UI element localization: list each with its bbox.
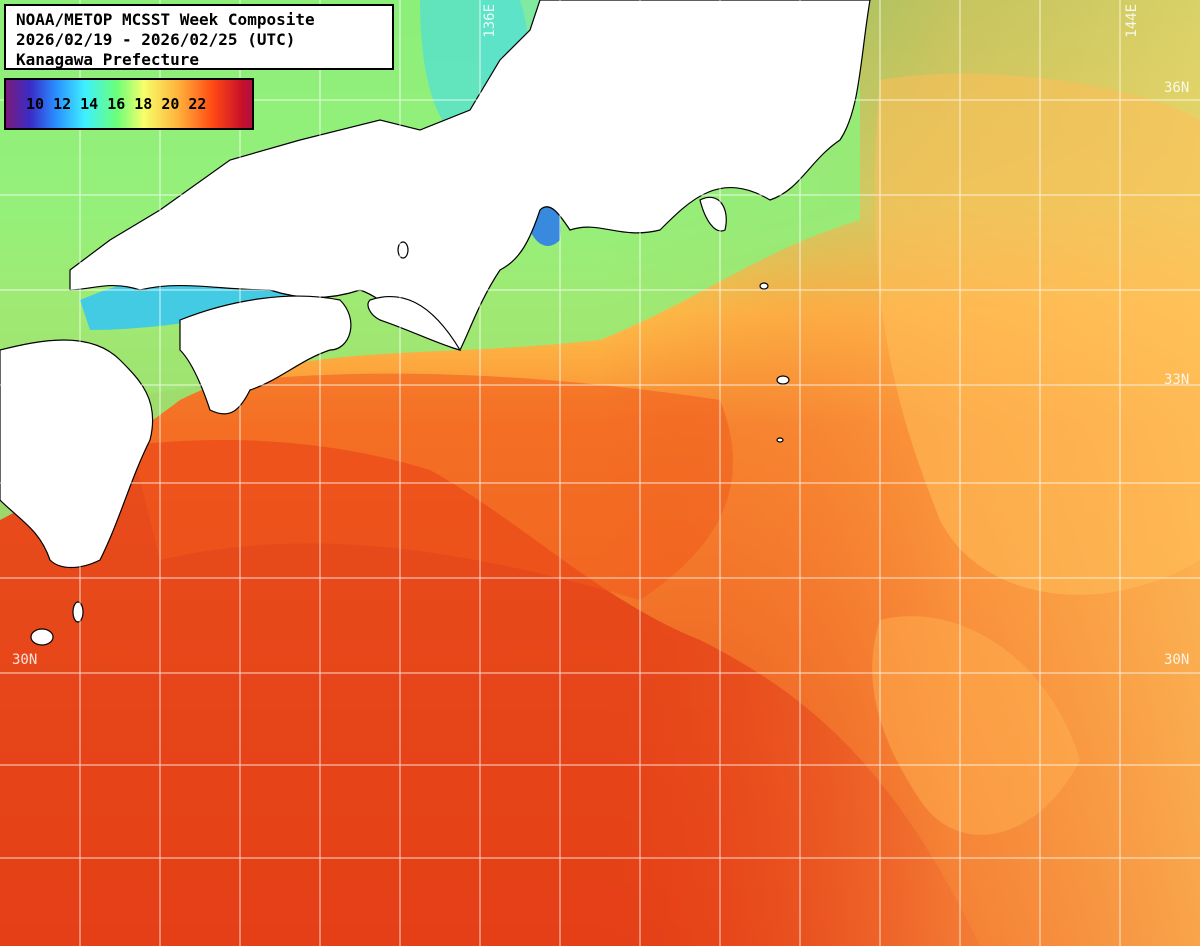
legend-label-18: 18 (134, 95, 153, 113)
lat-label-36n: 36N (1164, 80, 1190, 96)
island-izu-3 (776, 437, 784, 443)
legend-label-20: 20 (161, 95, 180, 113)
island-izu-1 (759, 282, 769, 290)
island-tanegashima (30, 628, 54, 646)
mild-patch-south (872, 616, 1080, 835)
lat-label-33n: 33N (1164, 372, 1190, 388)
land-kii-peninsula (367, 295, 462, 351)
map-title-box: NOAA/METOP MCSST Week Composite 2026/02/… (4, 4, 394, 70)
warm-water-band (120, 373, 733, 600)
legend-label-16: 16 (107, 95, 126, 113)
lon-label-144e: 144E (1124, 4, 1140, 38)
land-shikoku (179, 295, 352, 415)
legend-label-14: 14 (80, 95, 99, 113)
lat-label-30n-left: 30N (12, 652, 38, 668)
mild-patch-east (874, 73, 1200, 595)
legend-label-22: 22 (188, 95, 207, 113)
lon-label-136e: 136E (482, 4, 498, 38)
legend-label-12: 12 (53, 95, 72, 113)
temperature-color-legend: 10 12 14 16 18 20 22 (4, 78, 254, 130)
legend-label-10: 10 (26, 95, 45, 113)
title-line-region: Kanagawa Prefecture (16, 50, 200, 69)
lat-label-30n-right: 30N (1164, 652, 1190, 668)
island-izu-2 (776, 375, 790, 385)
title-line-date-range: 2026/02/19 - 2026/02/25 (UTC) (16, 30, 296, 49)
land-kyushu (0, 339, 154, 569)
island-yakushima (72, 601, 84, 623)
title-line-product: NOAA/METOP MCSST Week Composite (16, 10, 315, 29)
